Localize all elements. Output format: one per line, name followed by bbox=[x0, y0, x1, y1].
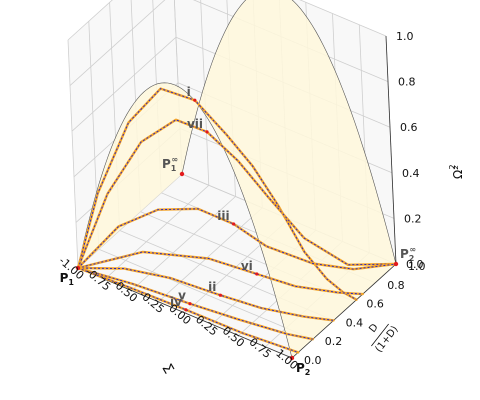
y-axis-title-fraction-bar bbox=[371, 323, 389, 347]
grid-line-back-z bbox=[299, 0, 387, 37]
y-tick-label: 0.6 bbox=[366, 298, 384, 311]
fixed-point-1-inf bbox=[179, 171, 185, 177]
y-tick-label: 0.8 bbox=[387, 279, 405, 292]
fixed-point-label-subscript: 1 bbox=[68, 278, 74, 287]
grid-line-floor-y bbox=[98, 248, 313, 340]
trajectory-label-v: v bbox=[178, 289, 186, 303]
y-axis-line bbox=[291, 263, 397, 359]
trajectory-marker-iv bbox=[184, 308, 188, 312]
trajectory-marker-i bbox=[193, 98, 197, 102]
trajectory-label-vi: vi bbox=[241, 259, 253, 273]
z-tick-label: 0.8 bbox=[398, 76, 416, 89]
grid-line-left-z bbox=[67, 0, 113, 41]
y-tick-label: 0.2 bbox=[325, 335, 343, 348]
fixed-point-2-inf bbox=[393, 261, 399, 267]
z-tick-label: 1.0 bbox=[396, 30, 414, 43]
trajectory-marker-iii bbox=[232, 222, 236, 226]
trajectory-numerical-ii bbox=[77, 267, 334, 321]
x-axis-line bbox=[77, 267, 293, 359]
axis-box-edges bbox=[77, 35, 397, 359]
z-axis-title: Ω² bbox=[451, 165, 465, 179]
fixed-point-label-subscript: 2 bbox=[305, 368, 311, 377]
grid-line-left-z bbox=[71, 36, 177, 132]
surface-back-edge bbox=[181, 0, 397, 265]
x-axis-title: Σ bbox=[158, 361, 176, 377]
trajectory-label-iv: iv bbox=[170, 295, 182, 309]
y-axis-title-numerator: D bbox=[367, 322, 381, 335]
z-axis-title-superscript: 2 bbox=[448, 164, 457, 169]
trajectory-marker-vi bbox=[255, 272, 259, 276]
fixed-point-2 bbox=[289, 355, 295, 361]
z-tick-label: 0.0 bbox=[406, 258, 424, 271]
y-tick-label: 1.0 bbox=[408, 260, 426, 273]
fixed-point-1 bbox=[75, 265, 81, 271]
grid-line-floor-x bbox=[158, 207, 263, 303]
trajectory-marker-ii bbox=[218, 293, 222, 297]
trajectory-marker-vii bbox=[205, 130, 209, 134]
surface-front-edge bbox=[77, 82, 293, 359]
fixed-point-label-subscript: 2 bbox=[409, 254, 415, 263]
fixed-point-label-subscript: 1 bbox=[171, 164, 177, 173]
grid-line-left-y bbox=[67, 39, 79, 269]
y-tick-label: 0.0 bbox=[304, 354, 322, 367]
trajectory-label-iii: iii bbox=[217, 209, 229, 223]
trajectory-numerical-i bbox=[77, 88, 357, 301]
z-tick-label: 0.6 bbox=[400, 121, 418, 134]
trajectory-label-ii: ii bbox=[208, 280, 216, 294]
z-axis-line bbox=[385, 35, 397, 265]
trajectory-numerical-vii bbox=[77, 119, 397, 269]
trajectory-numerical-iii bbox=[77, 208, 397, 270]
trajectory-label-i: i bbox=[187, 85, 191, 99]
fixed-point-label-superscript: ∞ bbox=[409, 245, 416, 254]
y-tick-label: 0.4 bbox=[346, 316, 364, 329]
fixed-point-label: P1∞ bbox=[162, 155, 178, 173]
fixed-point-label: P2∞ bbox=[400, 245, 416, 263]
grid-line-left-z bbox=[69, 0, 166, 86]
trajectory-label-vii: vii bbox=[187, 117, 203, 131]
constraint-surface bbox=[77, 0, 397, 359]
z-tick-label: 0.4 bbox=[402, 167, 420, 180]
grid-line-floor-x bbox=[104, 185, 210, 280]
fixed-point-label-superscript: ∞ bbox=[171, 155, 178, 164]
grid-line-back-x bbox=[200, 0, 210, 186]
trajectory-numerical-v bbox=[77, 267, 313, 340]
trajectory-marker-v bbox=[188, 302, 192, 306]
z-tick-label: 0.2 bbox=[404, 212, 422, 225]
